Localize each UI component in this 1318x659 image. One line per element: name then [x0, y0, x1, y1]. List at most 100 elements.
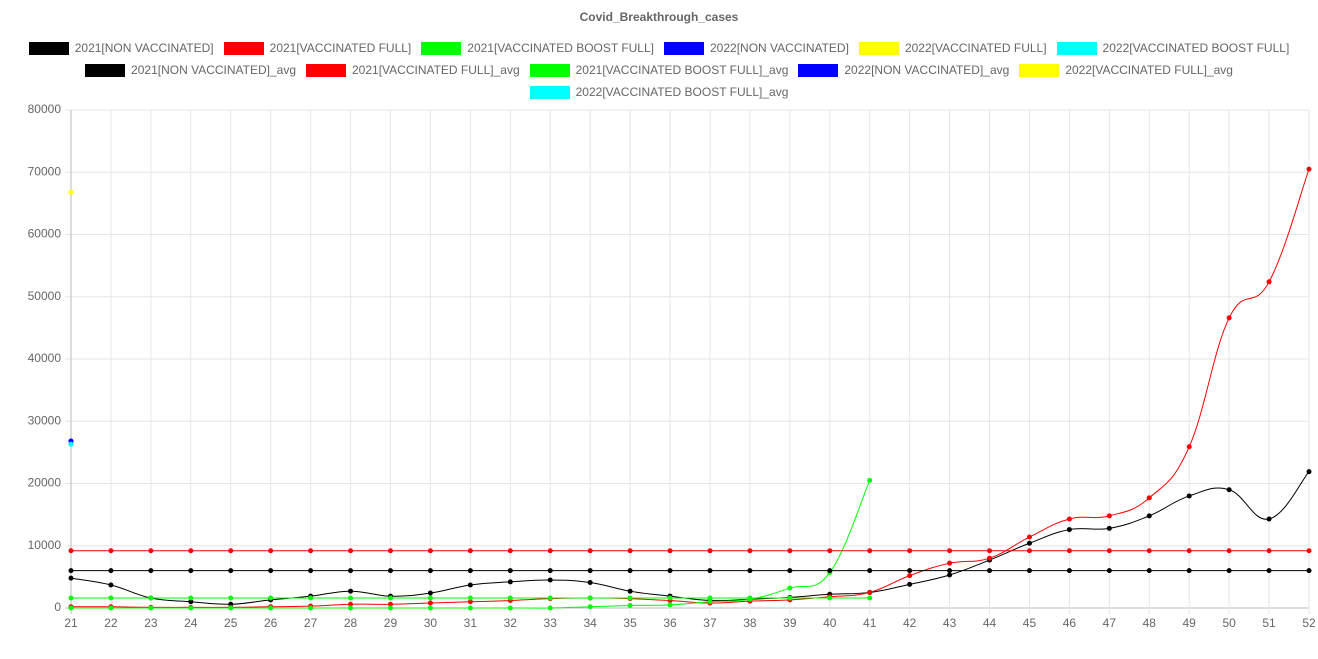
data-point: [627, 548, 633, 554]
legend-item[interactable]: 2021[VACCINATED BOOST FULL]: [421, 40, 654, 56]
x-tick-label: 36: [663, 616, 677, 630]
legend-item[interactable]: 2021[VACCINATED FULL]_avg: [306, 62, 520, 78]
data-point: [348, 595, 354, 601]
data-point: [188, 548, 194, 554]
data-point: [507, 568, 513, 574]
data-point: [348, 548, 354, 554]
data-point: [1066, 568, 1072, 574]
data-point: [108, 568, 114, 574]
data-point: [787, 568, 793, 574]
data-point: [427, 595, 433, 601]
data-point: [1146, 495, 1152, 501]
data-point: [68, 189, 74, 195]
data-point: [1186, 493, 1192, 499]
data-point: [387, 568, 393, 574]
y-tick-label: 0: [54, 600, 61, 614]
data-point: [108, 605, 114, 611]
data-point: [68, 595, 74, 601]
legend-label: 2021[NON VACCINATED]: [74, 41, 214, 55]
data-point: [1146, 568, 1152, 574]
data-point: [387, 548, 393, 554]
data-point: [427, 590, 433, 596]
data-point: [68, 605, 74, 611]
data-point: [148, 595, 154, 601]
x-tick-label: 37: [703, 616, 717, 630]
x-tick-label: 44: [983, 616, 997, 630]
x-tick-label: 49: [1183, 616, 1197, 630]
legend-item[interactable]: 2022[VACCINATED BOOST FULL]_avg: [529, 84, 788, 100]
data-point: [827, 548, 833, 554]
data-point: [707, 599, 713, 605]
x-tick-label: 23: [144, 616, 158, 630]
legend-item[interactable]: 2021[VACCINATED BOOST FULL]_avg: [529, 62, 788, 78]
legend-label: 2022[VACCINATED FULL]_avg: [1065, 63, 1233, 77]
data-point: [228, 605, 234, 611]
legend-item[interactable]: 2022[NON VACCINATED]_avg: [798, 62, 1009, 78]
data-point: [68, 568, 74, 574]
x-tick-label: 48: [1143, 616, 1157, 630]
legend: 2021[NON VACCINATED] 2021[VACCINATED FULL…: [10, 40, 1308, 100]
data-point: [68, 575, 74, 581]
data-point: [1306, 469, 1312, 475]
legend-label: 2021[VACCINATED FULL]: [269, 41, 412, 55]
data-point: [547, 605, 553, 611]
legend-item[interactable]: 2022[VACCINATED BOOST FULL]: [1056, 40, 1289, 56]
data-point: [467, 605, 473, 611]
legend-item[interactable]: 2022[NON VACCINATED]: [664, 40, 849, 56]
data-point: [108, 595, 114, 601]
legend-item[interactable]: 2021[NON VACCINATED]_avg: [85, 62, 296, 78]
data-point: [587, 595, 593, 601]
x-tick-label: 30: [424, 616, 438, 630]
legend-item[interactable]: 2021[VACCINATED FULL]: [223, 40, 412, 56]
data-point: [1226, 487, 1232, 493]
y-tick-label: 80000: [28, 102, 62, 116]
data-point: [1266, 279, 1272, 285]
legend-item[interactable]: 2021[NON VACCINATED]: [28, 40, 214, 56]
data-point: [148, 548, 154, 554]
x-tick-label: 40: [823, 616, 837, 630]
legend-label: 2021[VACCINATED BOOST FULL]: [467, 41, 654, 55]
data-point: [188, 595, 194, 601]
legend-item[interactable]: 2022[VACCINATED FULL]: [858, 40, 1047, 56]
legend-label: 2022[NON VACCINATED]_avg: [844, 63, 1010, 77]
data-point: [467, 568, 473, 574]
legend-label: 2022[VACCINATED FULL]: [904, 41, 1047, 55]
data-point: [947, 548, 953, 554]
data-point: [587, 568, 593, 574]
data-point: [667, 568, 673, 574]
data-point: [667, 548, 673, 554]
data-point: [148, 568, 154, 574]
data-point: [228, 595, 234, 601]
data-point: [867, 595, 873, 601]
legend-item[interactable]: 2022[VACCINATED FULL]_avg: [1019, 62, 1233, 78]
data-point: [108, 582, 114, 588]
data-point: [308, 605, 314, 611]
data-point: [1106, 525, 1112, 531]
data-point: [1066, 516, 1072, 522]
data-point: [907, 568, 913, 574]
x-tick-label: 24: [184, 616, 198, 630]
data-point: [467, 595, 473, 601]
y-tick-label: 40000: [28, 351, 62, 365]
data-point: [707, 595, 713, 601]
data-point: [867, 477, 873, 483]
data-point: [467, 582, 473, 588]
x-tick-label: 21: [64, 616, 78, 630]
legend-swatch: [306, 63, 346, 77]
data-point: [507, 548, 513, 554]
data-point: [68, 441, 74, 447]
data-point: [1146, 513, 1152, 519]
data-point: [1106, 548, 1112, 554]
data-point: [1266, 516, 1272, 522]
data-point: [627, 595, 633, 601]
data-point: [747, 568, 753, 574]
x-tick-label: 29: [384, 616, 398, 630]
data-point: [387, 595, 393, 601]
data-point: [507, 595, 513, 601]
data-point: [987, 548, 993, 554]
legend-label: 2022[NON VACCINATED]: [710, 41, 849, 55]
data-point: [1306, 548, 1312, 554]
data-point: [228, 568, 234, 574]
legend-swatch: [664, 41, 704, 55]
